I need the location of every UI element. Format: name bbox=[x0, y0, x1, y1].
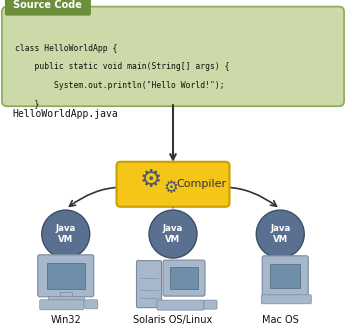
Circle shape bbox=[149, 210, 197, 258]
Bar bbox=[60, 292, 72, 297]
FancyBboxPatch shape bbox=[137, 261, 162, 308]
FancyBboxPatch shape bbox=[117, 162, 229, 207]
Bar bbox=[170, 267, 198, 289]
Bar bbox=[270, 264, 300, 288]
FancyBboxPatch shape bbox=[163, 260, 205, 296]
Text: class HelloWorldApp {: class HelloWorldApp { bbox=[15, 43, 117, 52]
FancyBboxPatch shape bbox=[38, 255, 94, 297]
Text: HelloWorldApp.java: HelloWorldApp.java bbox=[12, 109, 118, 119]
Text: }: } bbox=[15, 99, 39, 108]
FancyBboxPatch shape bbox=[2, 7, 344, 106]
Text: System.out.println("Hello World!");: System.out.println("Hello World!"); bbox=[15, 81, 225, 90]
Text: ⚙: ⚙ bbox=[140, 168, 162, 192]
FancyBboxPatch shape bbox=[262, 256, 308, 296]
FancyBboxPatch shape bbox=[261, 295, 311, 304]
FancyBboxPatch shape bbox=[5, 0, 91, 16]
Circle shape bbox=[256, 210, 304, 258]
FancyBboxPatch shape bbox=[85, 300, 98, 309]
Text: Solaris OS/Linux: Solaris OS/Linux bbox=[133, 315, 213, 325]
Text: Java
VM: Java VM bbox=[270, 224, 290, 244]
Text: Java
VM: Java VM bbox=[163, 224, 183, 244]
Text: Win32: Win32 bbox=[51, 315, 81, 325]
Text: public static void main(String[] args) {: public static void main(String[] args) { bbox=[15, 62, 229, 71]
Circle shape bbox=[42, 210, 90, 258]
Text: Compiler: Compiler bbox=[176, 179, 226, 189]
FancyBboxPatch shape bbox=[204, 300, 217, 309]
FancyBboxPatch shape bbox=[157, 300, 204, 310]
Bar bbox=[47, 263, 85, 289]
FancyBboxPatch shape bbox=[40, 300, 84, 310]
Text: Mac OS: Mac OS bbox=[262, 315, 299, 325]
Text: Source Code: Source Code bbox=[13, 0, 82, 10]
Text: ⚙: ⚙ bbox=[164, 179, 179, 197]
Bar bbox=[48, 296, 84, 300]
Text: Java
VM: Java VM bbox=[56, 224, 76, 244]
